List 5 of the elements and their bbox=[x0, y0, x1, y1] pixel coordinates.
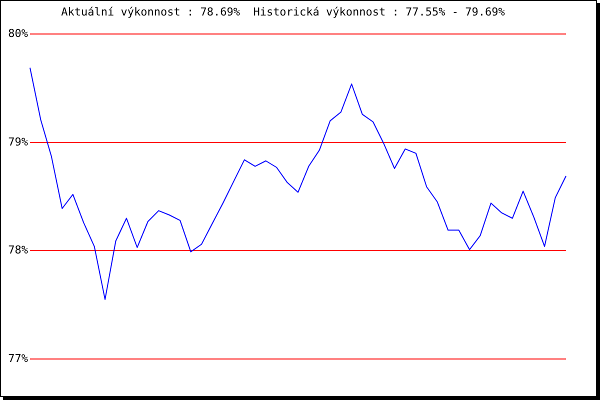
chart-title: Aktuální výkonnost : 78.69% Historická výkonnost : 77.55% - 79.69% bbox=[61, 5, 506, 18]
y-tick-label: 78% bbox=[8, 244, 28, 257]
y-tick-label: 80% bbox=[8, 27, 28, 40]
y-tick-label: 77% bbox=[8, 352, 28, 365]
y-tick-label: 79% bbox=[8, 135, 28, 148]
